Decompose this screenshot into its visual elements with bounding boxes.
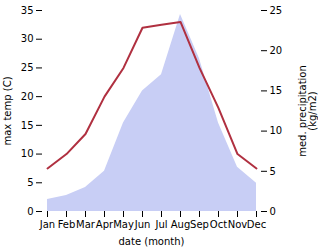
svg-text:25: 25 (21, 62, 34, 73)
svg-text:5: 5 (270, 166, 276, 177)
svg-text:max temp (C): max temp (C) (2, 76, 13, 145)
svg-text:med. precipitation(kg/m2): med. precipitation(kg/m2) (297, 65, 318, 157)
svg-text:20: 20 (270, 45, 283, 56)
svg-text:Dec: Dec (247, 219, 266, 230)
svg-text:15: 15 (21, 120, 34, 131)
svg-text:Aug: Aug (171, 219, 191, 230)
svg-text:20: 20 (21, 91, 34, 102)
svg-text:10: 10 (21, 148, 34, 159)
svg-text:0: 0 (270, 206, 276, 217)
svg-text:5: 5 (27, 177, 33, 188)
svg-text:25: 25 (270, 5, 283, 16)
svg-text:May: May (113, 219, 134, 230)
svg-text:10: 10 (270, 125, 283, 136)
svg-text:Jan: Jan (39, 219, 55, 230)
svg-text:Feb: Feb (58, 219, 76, 230)
svg-text:Nov: Nov (228, 219, 248, 230)
svg-text:Mar: Mar (76, 219, 96, 230)
svg-text:date (month): date (month) (119, 236, 185, 247)
svg-text:15: 15 (270, 85, 283, 96)
svg-text:30: 30 (21, 33, 34, 44)
svg-text:Sep: Sep (190, 219, 209, 230)
svg-text:Jun: Jun (134, 219, 151, 230)
svg-text:35: 35 (21, 5, 34, 16)
svg-text:0: 0 (27, 206, 33, 217)
svg-text:Apr: Apr (96, 219, 114, 230)
svg-text:Oct: Oct (210, 219, 227, 230)
svg-text:Jul: Jul (154, 219, 167, 230)
